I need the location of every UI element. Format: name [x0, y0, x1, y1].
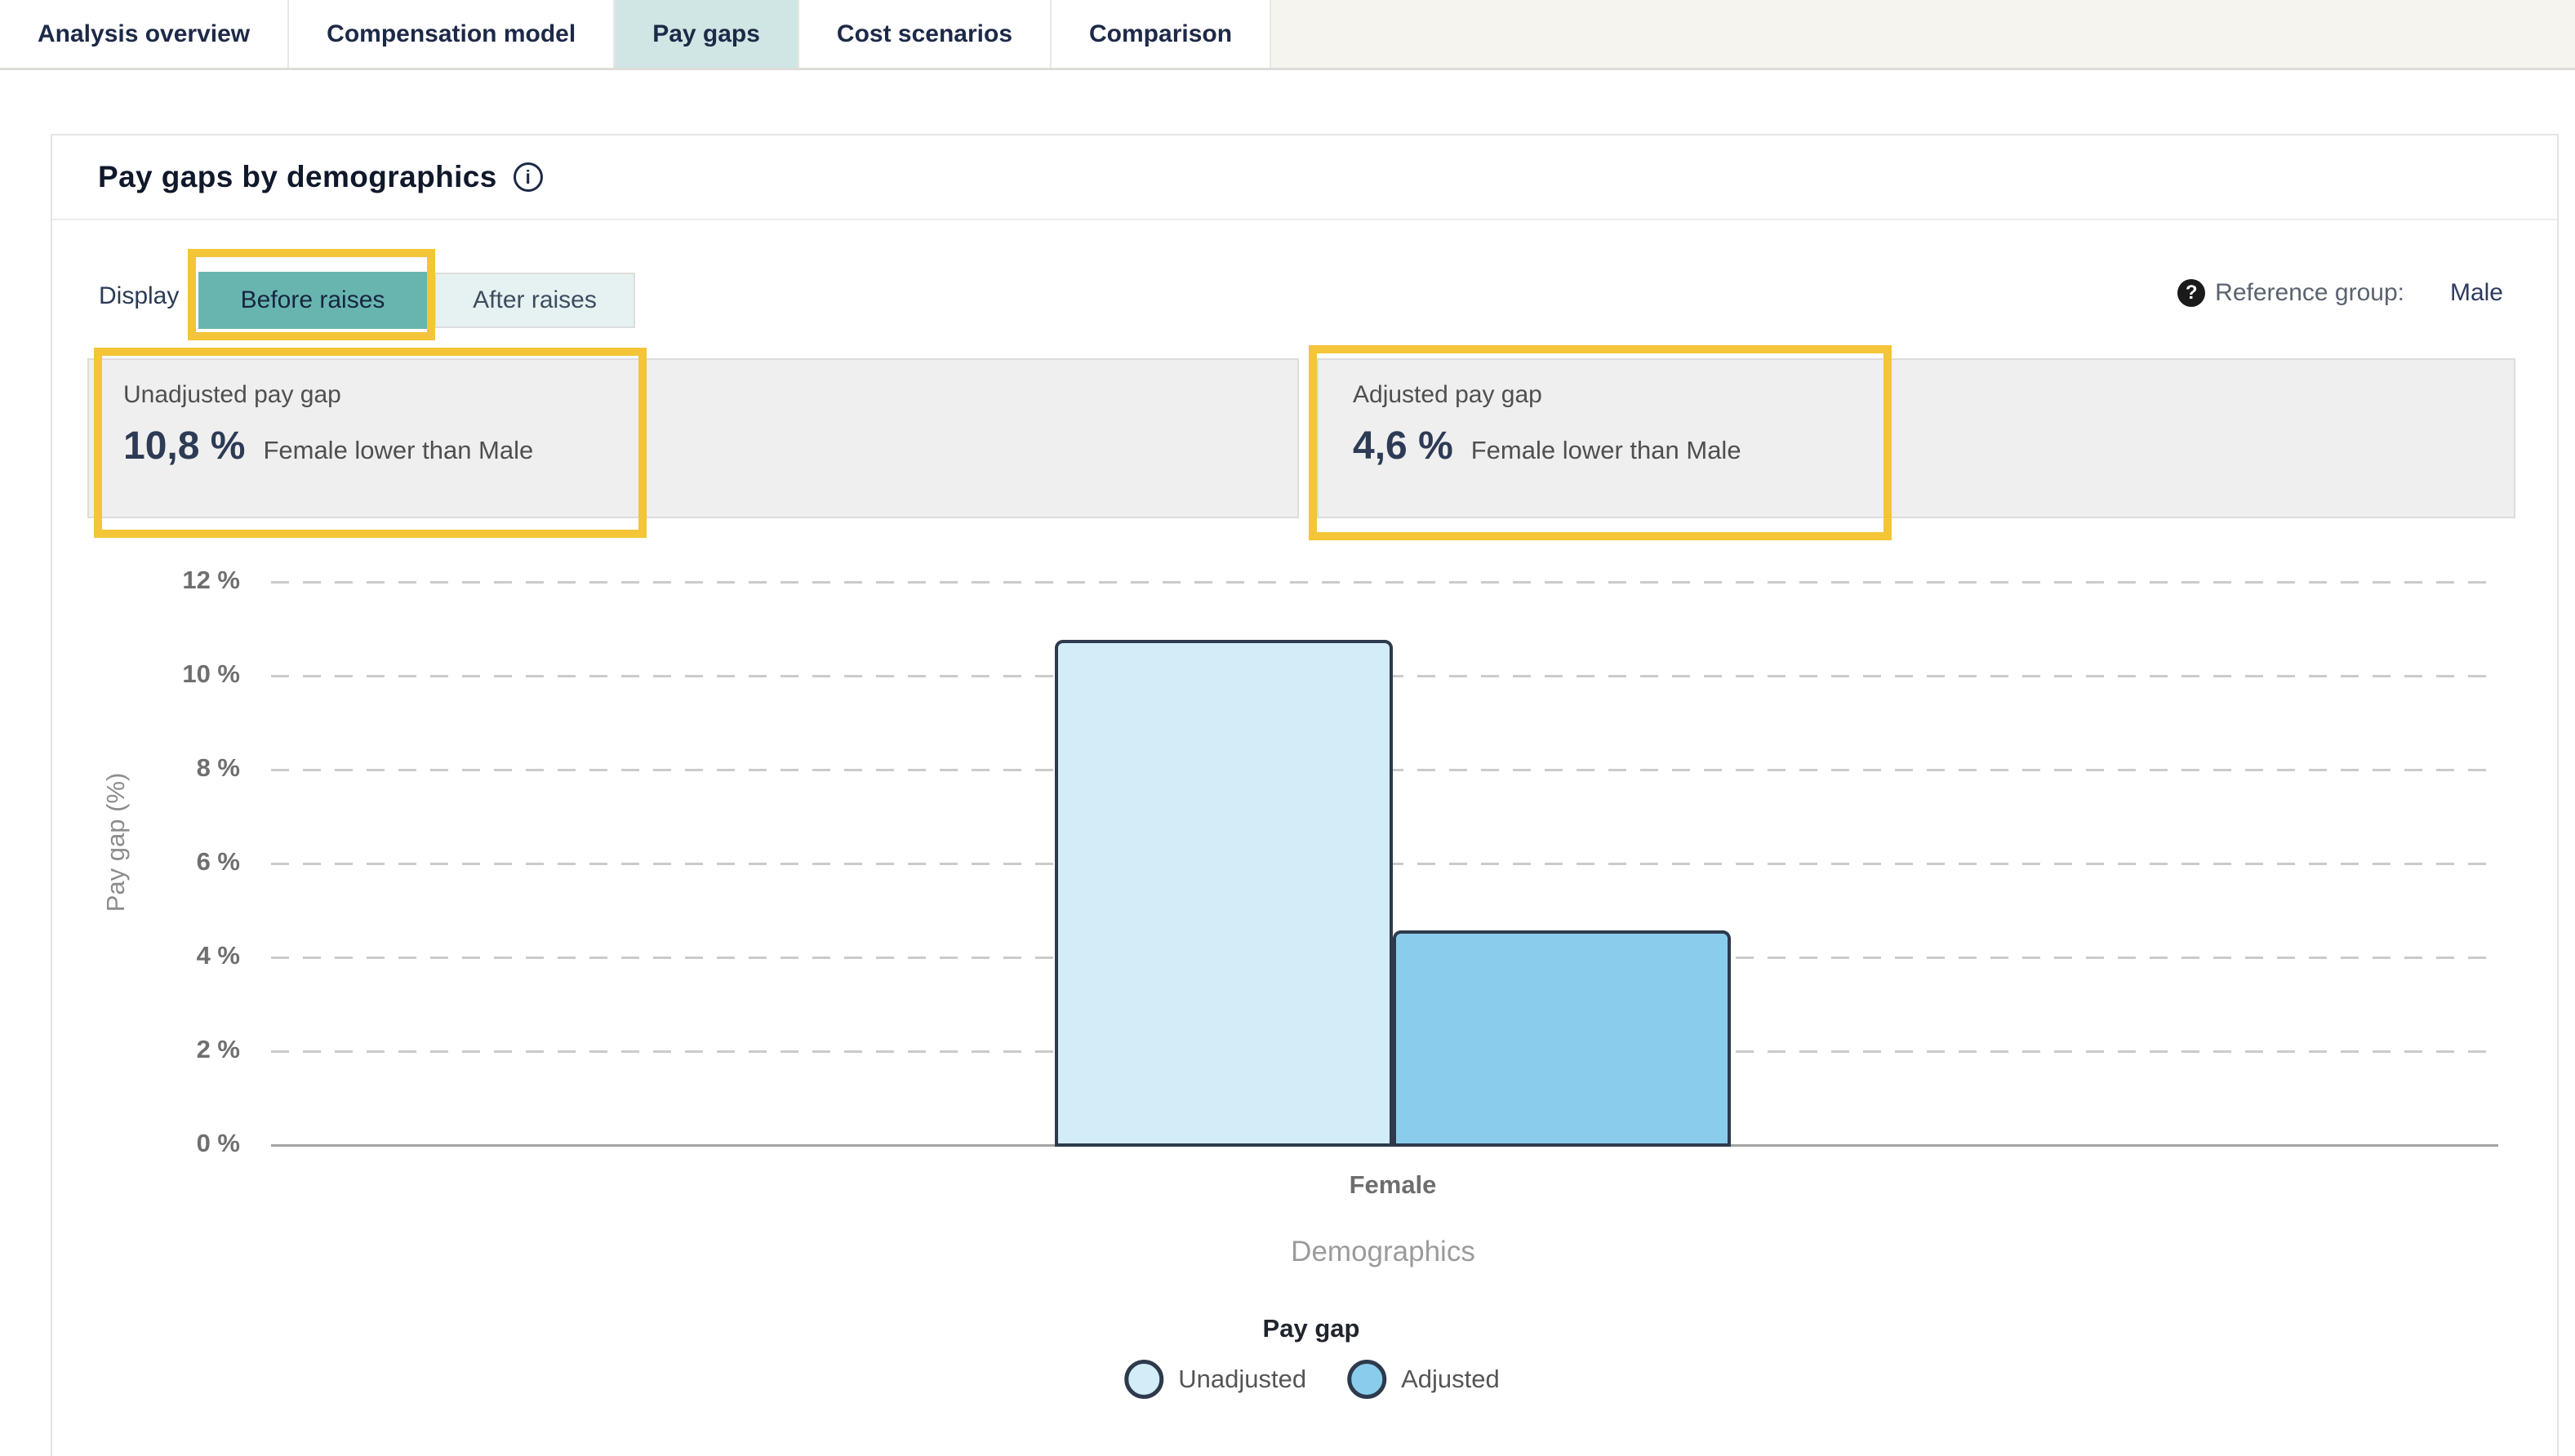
x-category-label: Female: [1349, 1170, 1437, 1199]
bar-adjusted[interactable]: [1393, 930, 1731, 1147]
card-header: Pay gaps by demographics i: [52, 135, 2557, 220]
legend-title: Pay gap: [1262, 1314, 1360, 1343]
y-tick-6: 6 %: [196, 847, 240, 876]
adjusted-pay-gap-value: 4,6 %: [1353, 424, 1453, 468]
reference-group-label: Reference group:: [2215, 279, 2404, 306]
tab-cost-scenarios[interactable]: Cost scenarios: [798, 0, 1052, 68]
tab-analysis-overview[interactable]: Analysis overview: [0, 0, 290, 68]
legend-label-adjusted: Adjusted: [1401, 1365, 1500, 1393]
legend-item-adjusted[interactable]: Adjusted: [1347, 1360, 1500, 1399]
page-title: Pay gaps by demographics: [98, 160, 497, 193]
after-raises-button[interactable]: After raises: [434, 273, 635, 328]
unadjusted-pay-gap-card: Unadjusted pay gap 10,8 % Female lower t…: [87, 358, 1299, 518]
pay-gaps-card: Pay gaps by demographics i Display Befor…: [51, 134, 2559, 1456]
unadjusted-pay-gap-suffix: Female lower than Male: [263, 436, 534, 464]
tab-comparison[interactable]: Comparison: [1052, 0, 1272, 68]
adjusted-pay-gap-label: Adjusted pay gap: [1353, 381, 1542, 408]
bar-unadjusted[interactable]: [1055, 640, 1393, 1147]
y-axis-label: Pay gap (%): [101, 772, 130, 912]
legend-label-unadjusted: Unadjusted: [1178, 1365, 1307, 1393]
adjusted-pay-gap-suffix: Female lower than Male: [1470, 436, 1741, 464]
reference-group-value: Male: [2449, 279, 2503, 306]
y-tick-4: 4 %: [196, 941, 240, 970]
unadjusted-pay-gap-value: 10,8 %: [123, 424, 246, 468]
adjusted-pay-gap-card: Adjusted pay gap 4,6 % Female lower than…: [1317, 358, 2515, 518]
y-tick-0: 0 %: [196, 1129, 240, 1157]
y-tick-8: 8 %: [196, 753, 240, 782]
adjusted-swatch-icon: [1347, 1360, 1387, 1399]
tab-pay-gaps[interactable]: Pay gaps: [615, 0, 799, 68]
before-raises-button[interactable]: Before raises: [198, 272, 427, 329]
x-axis-title: Demographics: [1291, 1236, 1475, 1267]
y-tick-10: 10 %: [182, 659, 240, 688]
help-icon[interactable]: ?: [2177, 279, 2206, 307]
y-tick-2: 2 %: [196, 1035, 240, 1063]
unadjusted-pay-gap-label: Unadjusted pay gap: [123, 381, 341, 408]
tab-bar: Analysis overview Compensation model Pay…: [0, 0, 2575, 70]
info-icon[interactable]: i: [513, 162, 543, 192]
display-label: Display: [99, 282, 180, 309]
legend-item-unadjusted[interactable]: Unadjusted: [1124, 1360, 1306, 1399]
chart-legend: Unadjusted Adjusted: [1124, 1360, 1500, 1399]
y-tick-12: 12 %: [182, 566, 240, 594]
gridline-12pct: [271, 581, 2498, 584]
tab-compensation-model[interactable]: Compensation model: [289, 0, 616, 68]
reference-group: ? Reference group: Male: [2177, 279, 2503, 307]
unadjusted-swatch-icon: [1124, 1360, 1164, 1399]
